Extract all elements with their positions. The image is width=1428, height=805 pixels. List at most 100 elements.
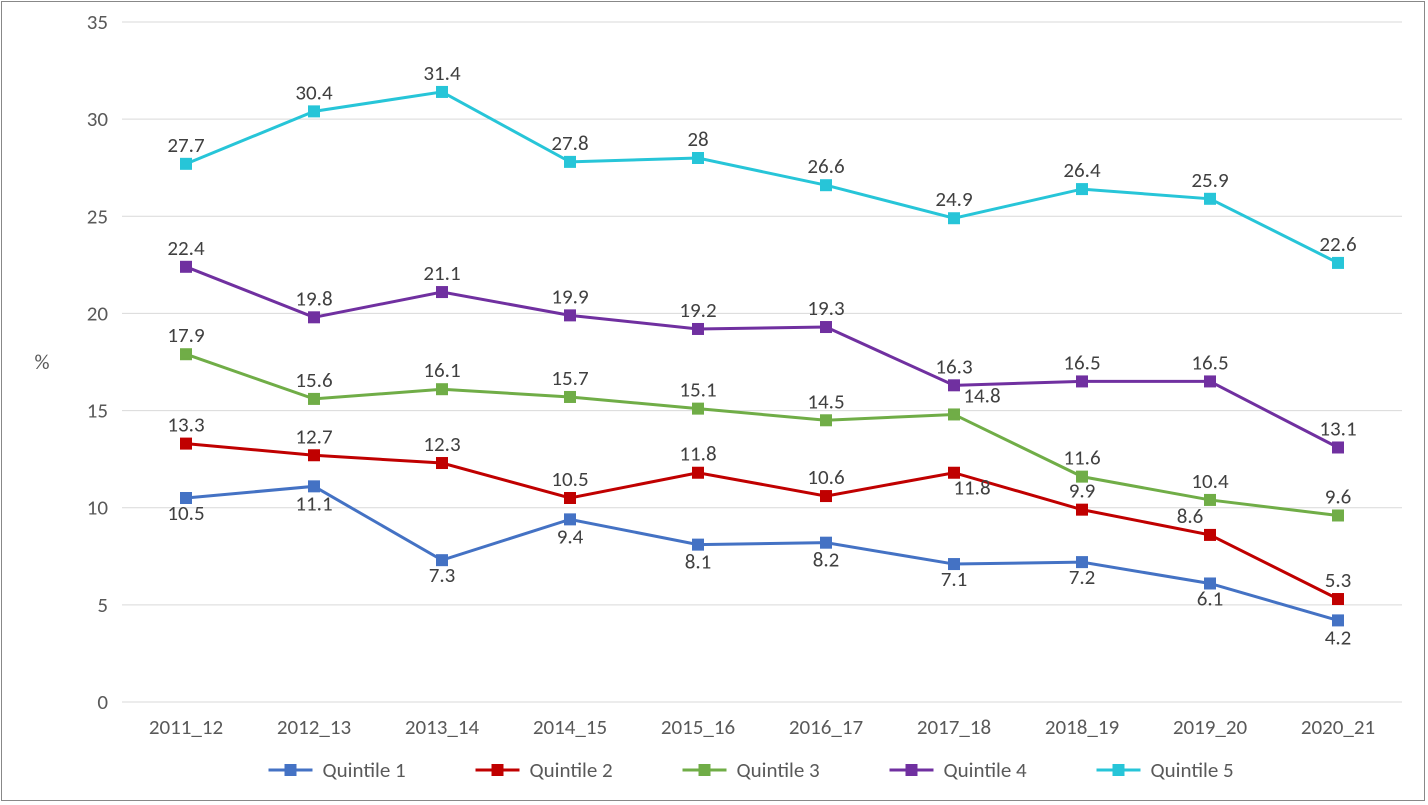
data-marker (437, 87, 447, 97)
x-tick-label: 2014_15 (533, 714, 607, 740)
data-label: 16.5 (1063, 349, 1100, 375)
data-marker (181, 349, 191, 359)
legend-label: Quintile 4 (944, 757, 1028, 783)
y-tick-label: 20 (87, 300, 109, 326)
data-label: 30.4 (295, 79, 333, 105)
data-label: 10.5 (167, 500, 204, 526)
legend-swatch-marker (493, 765, 503, 775)
legend-swatch-marker (1114, 765, 1124, 775)
data-marker (565, 157, 575, 167)
x-tick-label: 2020_21 (1301, 714, 1375, 740)
data-marker (949, 213, 959, 223)
x-tick-label: 2016_17 (789, 714, 863, 740)
y-tick-label: 0 (97, 689, 108, 715)
data-label: 25.9 (1191, 167, 1228, 193)
data-label: 16.5 (1191, 349, 1228, 375)
data-label: 12.7 (295, 423, 332, 449)
y-tick-label: 10 (87, 495, 109, 521)
data-label: 22.4 (167, 235, 205, 261)
data-label: 10.6 (807, 464, 844, 490)
data-marker (821, 491, 831, 501)
data-marker (949, 409, 959, 419)
data-label: 28 (687, 126, 708, 152)
y-tick-label: 15 (87, 398, 108, 424)
legend-label: Quintile 1 (323, 757, 406, 783)
data-marker (181, 262, 191, 272)
data-label: 31.4 (423, 60, 461, 86)
data-label: 15.7 (551, 365, 588, 391)
data-label: 8.2 (813, 547, 840, 573)
data-marker (1205, 376, 1215, 386)
data-marker (693, 468, 703, 478)
data-marker (309, 106, 319, 116)
data-marker (565, 493, 575, 503)
data-marker (1077, 505, 1087, 515)
data-label: 26.4 (1063, 157, 1101, 183)
data-label: 14.5 (807, 388, 844, 414)
y-tick-label: 30 (87, 106, 109, 132)
data-label: 11.1 (295, 490, 332, 516)
x-tick-label: 2013_14 (405, 714, 480, 740)
data-label: 12.3 (423, 431, 460, 457)
data-label: 5.3 (1325, 567, 1352, 593)
data-marker (693, 404, 703, 414)
data-label: 16.3 (935, 353, 972, 379)
data-marker (1077, 184, 1087, 194)
data-label: 15.6 (295, 367, 332, 393)
data-marker (693, 324, 703, 334)
data-label: 8.1 (685, 549, 712, 575)
x-tick-label: 2018_19 (1045, 714, 1119, 740)
data-marker (949, 380, 959, 390)
data-label: 9.4 (557, 523, 584, 549)
series-line (186, 486, 1338, 620)
y-tick-label: 5 (97, 592, 108, 618)
data-label: 19.2 (679, 297, 716, 323)
chart-container: 05101520253035%2011_122012_132013_142014… (1, 1, 1425, 801)
data-label: 11.8 (679, 441, 716, 467)
y-tick-label: 25 (87, 203, 108, 229)
data-marker (821, 415, 831, 425)
y-axis-title: % (34, 349, 49, 375)
data-label: 27.8 (551, 130, 588, 156)
series-line (186, 92, 1338, 263)
data-marker (1205, 194, 1215, 204)
data-label: 6.1 (1197, 585, 1224, 611)
data-label: 17.9 (167, 322, 204, 348)
data-label: 10.4 (1191, 468, 1229, 494)
data-marker (309, 312, 319, 322)
x-tick-label: 2015_16 (661, 714, 735, 740)
data-marker (1333, 594, 1343, 604)
data-label: 4.2 (1325, 624, 1352, 650)
data-marker (437, 384, 447, 394)
y-tick-label: 35 (87, 9, 108, 35)
data-label: 16.1 (423, 357, 460, 383)
data-marker (181, 159, 191, 169)
data-marker (1077, 472, 1087, 482)
data-marker (821, 180, 831, 190)
data-label: 19.9 (551, 283, 588, 309)
legend-swatch-marker (286, 765, 296, 775)
data-label: 21.1 (423, 260, 460, 286)
data-marker (181, 439, 191, 449)
legend-swatch-marker (700, 765, 710, 775)
x-tick-label: 2017_18 (917, 714, 991, 740)
data-label: 22.6 (1319, 231, 1356, 257)
legend-label: Quintile 3 (737, 757, 820, 783)
data-label: 26.6 (807, 153, 844, 179)
series-line (186, 354, 1338, 515)
line-chart: 05101520253035%2011_122012_132013_142014… (2, 2, 1426, 802)
data-label: 27.7 (167, 132, 204, 158)
data-label: 11.8 (953, 475, 990, 501)
data-marker (1333, 258, 1343, 268)
series-line (186, 267, 1338, 448)
data-label: 10.5 (551, 466, 588, 492)
data-label: 11.6 (1063, 445, 1100, 471)
data-marker (1333, 510, 1343, 520)
data-marker (309, 394, 319, 404)
data-marker (437, 458, 447, 468)
data-label: 9.6 (1325, 483, 1352, 509)
data-label: 19.3 (807, 295, 844, 321)
data-label: 24.9 (935, 186, 972, 212)
data-label: 7.1 (941, 566, 968, 592)
data-marker (437, 287, 447, 297)
